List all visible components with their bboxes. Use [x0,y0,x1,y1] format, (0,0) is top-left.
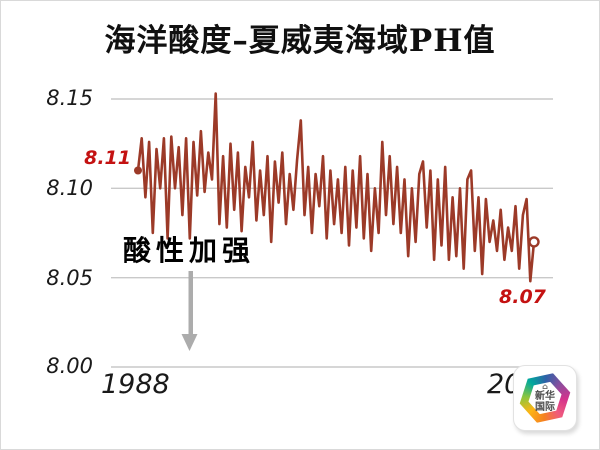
y-axis-tick-label: 8.05 [46,266,93,290]
logo-text: ⌂ 新华 国际 [514,366,576,430]
y-axis-tick-label: 8.15 [46,86,93,110]
y-axis-tick-label: 8.10 [46,176,93,200]
start-value-label: 8.11 [84,147,131,169]
chart-title: 海洋酸度–夏威夷海域PH值 [104,23,496,59]
acidity-increase-annotation: 酸性加强 [123,234,256,267]
end-value-label: 8.07 [499,286,546,308]
x-axis-tick-label-1988: 1988 [101,369,170,400]
ph-series-line [134,92,540,283]
logo-text-line2: 国际 [535,402,555,413]
logo-text-line1: 新华 [535,391,555,402]
xinhua-international-logo: ⌂ 新华 国际 [513,365,577,431]
y-axis-tick-label: 8.00 [46,354,93,378]
pavilion-icon: ⌂ [542,382,548,391]
down-arrow-icon [181,271,198,351]
